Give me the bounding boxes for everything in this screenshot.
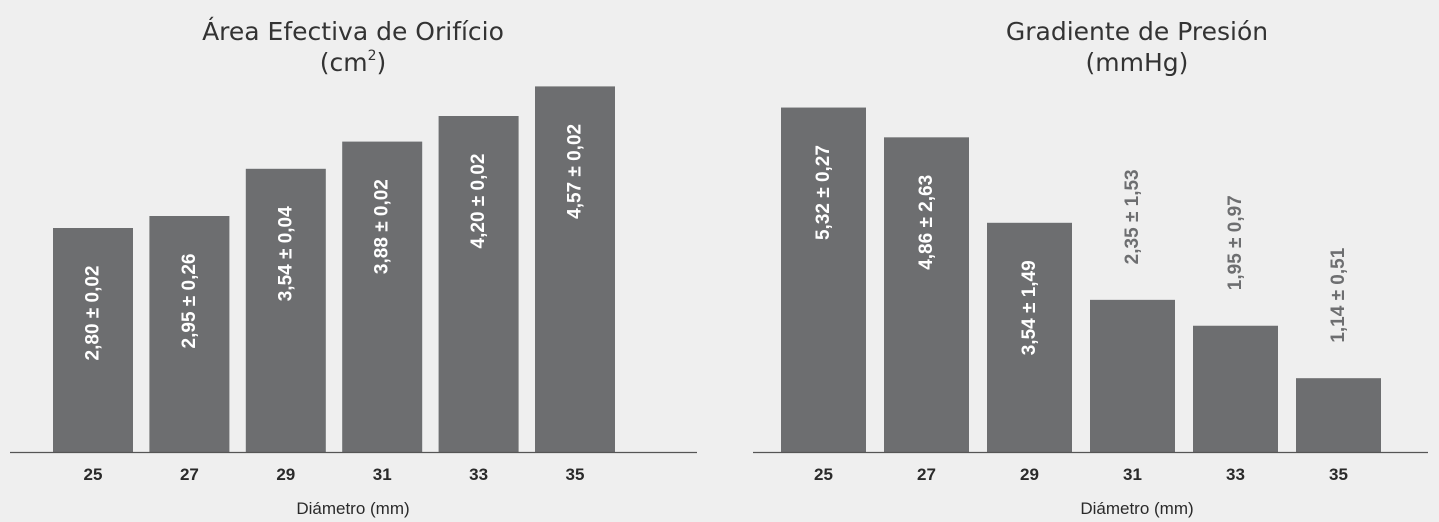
units-prefix: (cm xyxy=(320,48,368,77)
data-label-25: 5,32 ± 0,27 xyxy=(813,145,834,240)
data-label-29: 3,54 ± 0,04 xyxy=(275,206,296,301)
chart-pressure-gradient: Gradiente de Presión(mmHg) 5,32 ± 0,27 25 4… xyxy=(753,17,1428,518)
bar-31 xyxy=(342,141,423,452)
units-suffix: ) xyxy=(377,48,387,77)
data-label-27: 4,86 ± 2,63 xyxy=(916,175,937,270)
bar-35 xyxy=(1296,378,1381,452)
bar-27 xyxy=(884,137,969,453)
bar-27 xyxy=(149,216,230,452)
bar-31 xyxy=(1090,299,1175,452)
x-tick-label: 33 xyxy=(469,465,488,484)
chart-units: (cm2) xyxy=(320,48,387,77)
bar-29 xyxy=(987,222,1072,452)
bar-25 xyxy=(53,228,133,452)
x-tick-label: 27 xyxy=(180,465,199,484)
chart-title: Área Efectiva de Orifício xyxy=(202,17,504,46)
data-label-35: 4,57 ± 0,02 xyxy=(565,124,586,219)
bar-29 xyxy=(245,168,326,453)
chart-effective-orifice-area: Área Efectiva de Orifício(cm2) 2,80 ± 0,0… xyxy=(10,17,697,518)
x-tick-label: 25 xyxy=(84,465,103,484)
chart-title: Gradiente de Presión xyxy=(1006,17,1268,46)
data-label-31: 3,88 ± 0,02 xyxy=(372,179,393,274)
bar-33 xyxy=(438,116,519,452)
data-label-31: 2,35 ± 1,53 xyxy=(1122,169,1143,264)
x-tick-label: 25 xyxy=(814,465,833,484)
bar-33 xyxy=(1193,325,1278,452)
x-tick-label: 31 xyxy=(373,465,392,484)
data-label-35: 1,14 ± 0,51 xyxy=(1328,247,1349,342)
x-tick-label: 29 xyxy=(276,465,295,484)
bar-35 xyxy=(535,86,615,453)
x-axis-label: Diámetro (mm) xyxy=(296,499,409,518)
x-axis-label: Diámetro (mm) xyxy=(1080,499,1193,518)
data-label-25: 2,80 ± 0,02 xyxy=(83,266,104,361)
chart-units: (mmHg) xyxy=(1086,48,1189,77)
units-prefix: (mmHg) xyxy=(1086,48,1189,77)
x-tick-label: 27 xyxy=(917,465,936,484)
bar-25 xyxy=(781,107,866,452)
data-label-27: 2,95 ± 0,26 xyxy=(179,254,200,349)
data-label-33: 4,20 ± 0,02 xyxy=(468,154,489,249)
x-tick-label: 31 xyxy=(1123,465,1142,484)
data-label-33: 1,95 ± 0,97 xyxy=(1225,195,1246,290)
x-tick-label: 29 xyxy=(1020,465,1039,484)
x-tick-label: 35 xyxy=(1329,465,1348,484)
data-label-29: 3,54 ± 1,49 xyxy=(1019,260,1040,355)
units-superscript: 2 xyxy=(368,48,377,64)
x-tick-label: 35 xyxy=(566,465,585,484)
x-tick-label: 33 xyxy=(1226,465,1245,484)
